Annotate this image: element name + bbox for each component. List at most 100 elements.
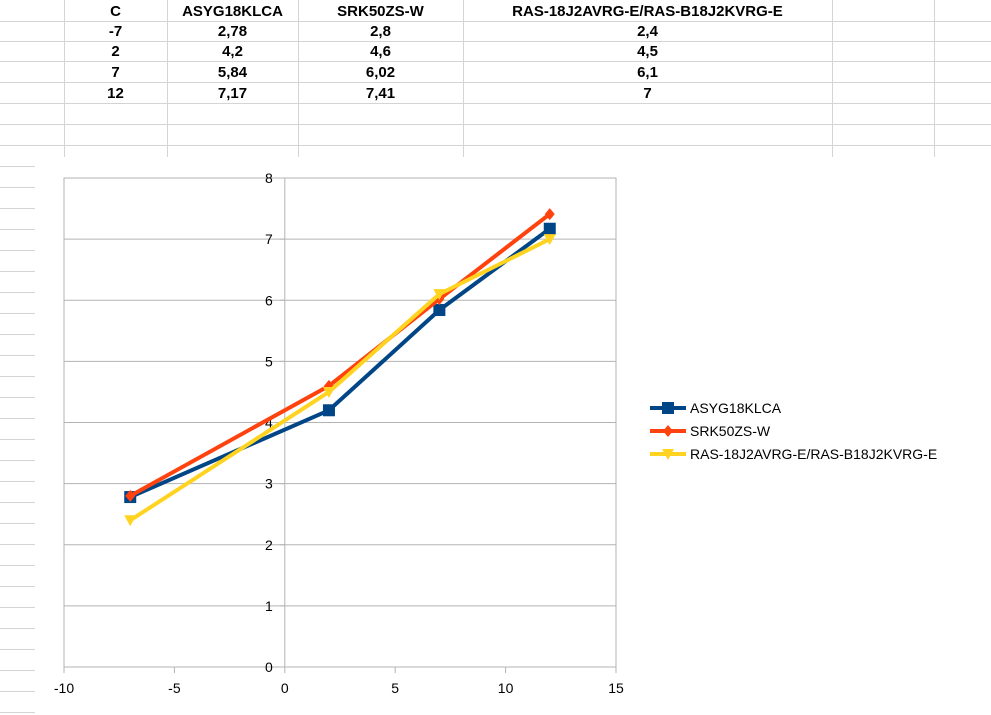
cell[interactable]: 4,2 xyxy=(222,43,243,60)
table-row: 2 4,2 4,6 4,5 xyxy=(0,42,991,62)
data-point xyxy=(322,386,335,398)
line-chart: 0 1 2 3 4 5 6 7 8 -10 -5 0 5 10 15 ASYG18KLCA SRK50ZS-W… xyxy=(54,170,937,696)
cell[interactable]: 2 xyxy=(111,43,120,60)
x-tick-label: 0 xyxy=(281,680,289,696)
row-gridline xyxy=(0,586,35,587)
header-cell-c[interactable]: C xyxy=(110,3,121,20)
series-line xyxy=(128,226,552,500)
legend-entry: SRK50ZS-W xyxy=(650,423,771,439)
y-tick-label: 2 xyxy=(265,537,273,553)
legend-entry: RAS-18J2AVRG-E/RAS-B18J2KVRG-E xyxy=(650,446,937,462)
y-tick-label: 1 xyxy=(265,598,273,614)
column-separator xyxy=(832,0,833,157)
header-cell-srk[interactable]: SRK50ZS-W xyxy=(337,3,424,20)
table-row: 12 7,17 7,41 7 xyxy=(0,84,991,104)
series-line xyxy=(128,237,552,523)
chart-container[interactable]: 0 1 2 3 4 5 6 7 8 -10 -5 0 5 10 15 ASYG18KLCA SRK50ZS-W… xyxy=(35,157,991,715)
series-1 xyxy=(125,208,555,502)
data-point xyxy=(433,289,446,301)
legend-label: RAS-18J2AVRG-E/RAS-B18J2KVRG-E xyxy=(690,446,937,462)
data-point xyxy=(543,222,556,235)
x-tick-label: 15 xyxy=(608,680,624,696)
row-gridline xyxy=(0,187,35,188)
data-point xyxy=(322,404,335,417)
cell[interactable]: 12 xyxy=(107,85,124,102)
y-tick-label: 3 xyxy=(265,476,273,492)
row-gridline xyxy=(0,691,35,692)
cell[interactable]: 2,8 xyxy=(370,23,391,40)
y-tick-label: 8 xyxy=(265,170,273,186)
row-gridline xyxy=(0,712,35,713)
series-2 xyxy=(124,234,556,527)
row-gridline xyxy=(0,544,35,545)
x-tick-label: 10 xyxy=(498,680,514,696)
cell[interactable]: 5,84 xyxy=(217,64,248,81)
data-point xyxy=(433,304,446,317)
cell[interactable]: 2,4 xyxy=(637,23,658,40)
row-gridline xyxy=(0,250,35,251)
x-tick-label: -5 xyxy=(168,680,181,696)
data-point xyxy=(125,489,136,502)
row-gridline xyxy=(0,166,35,167)
legend-label: ASYG18KLCA xyxy=(690,400,782,416)
data-point xyxy=(544,208,555,221)
y-tick-label: 6 xyxy=(265,292,273,308)
column-separator xyxy=(64,0,65,157)
table-row: -7 2,78 2,8 2,4 xyxy=(0,22,991,42)
row-gridline xyxy=(0,271,35,272)
cell[interactable]: 6,02 xyxy=(365,64,396,81)
header-cell-asyg[interactable]: ASYG18KLCA xyxy=(182,3,283,20)
row-gridline xyxy=(0,565,35,566)
cell[interactable]: 4,6 xyxy=(370,43,391,60)
cell[interactable]: 7 xyxy=(111,64,120,81)
cell[interactable]: 2,78 xyxy=(217,23,248,40)
row-gridline xyxy=(0,376,35,377)
legend-marker xyxy=(663,425,673,437)
column-separator xyxy=(934,0,935,157)
cell[interactable]: 7,17 xyxy=(217,85,248,102)
row-gridline xyxy=(0,313,35,314)
legend: ASYG18KLCA SRK50ZS-W RAS-18J2AVRG-E/RAS-B1… xyxy=(650,400,937,462)
row-gridline xyxy=(0,229,35,230)
row-gridline xyxy=(0,670,35,671)
cell[interactable]: 4,5 xyxy=(637,43,658,60)
y-tick-label: 5 xyxy=(265,353,273,369)
cell[interactable]: 7 xyxy=(643,85,652,102)
row-gridline xyxy=(0,208,35,209)
legend-marker xyxy=(662,402,674,414)
row-gridline xyxy=(0,292,35,293)
series-line xyxy=(128,212,552,498)
row-gridline xyxy=(0,607,35,608)
row-gridline xyxy=(0,460,35,461)
y-tick-label: 0 xyxy=(265,659,273,675)
cell[interactable]: 7,41 xyxy=(365,85,396,102)
row-gridline xyxy=(0,649,35,650)
table-header-row: C ASYG18KLCA SRK50ZS-W RAS-18J2AVRG-E/RA… xyxy=(0,2,991,22)
series-0 xyxy=(124,222,556,504)
legend-marker xyxy=(662,449,674,460)
row-gridline xyxy=(0,523,35,524)
x-tick-label: -10 xyxy=(54,680,74,696)
cell[interactable]: -7 xyxy=(108,23,123,40)
header-cell-ras[interactable]: RAS-18J2AVRG-E/RAS-B18J2KVRG-E xyxy=(512,3,783,20)
row-gridline xyxy=(0,439,35,440)
row-gridline xyxy=(0,397,35,398)
gridlines xyxy=(63,177,617,668)
column-separator xyxy=(463,0,464,157)
row-gridline xyxy=(0,355,35,356)
data-point xyxy=(124,515,137,527)
data-point xyxy=(543,234,556,246)
cell[interactable]: 6,1 xyxy=(637,64,658,81)
y-tick-label: 4 xyxy=(265,415,273,431)
row-gridline xyxy=(0,628,35,629)
x-tick-label: 5 xyxy=(391,680,399,696)
tick-labels: 0 1 2 3 4 5 6 7 8 -10 -5 0 5 10 15 xyxy=(54,170,624,696)
row-gridline xyxy=(0,481,35,482)
legend-entry: ASYG18KLCA xyxy=(650,400,782,416)
row-gridline xyxy=(0,334,35,335)
table-row: 7 5,84 6,02 6,1 xyxy=(0,63,991,83)
column-separator xyxy=(167,0,168,157)
empty-row xyxy=(0,126,991,146)
